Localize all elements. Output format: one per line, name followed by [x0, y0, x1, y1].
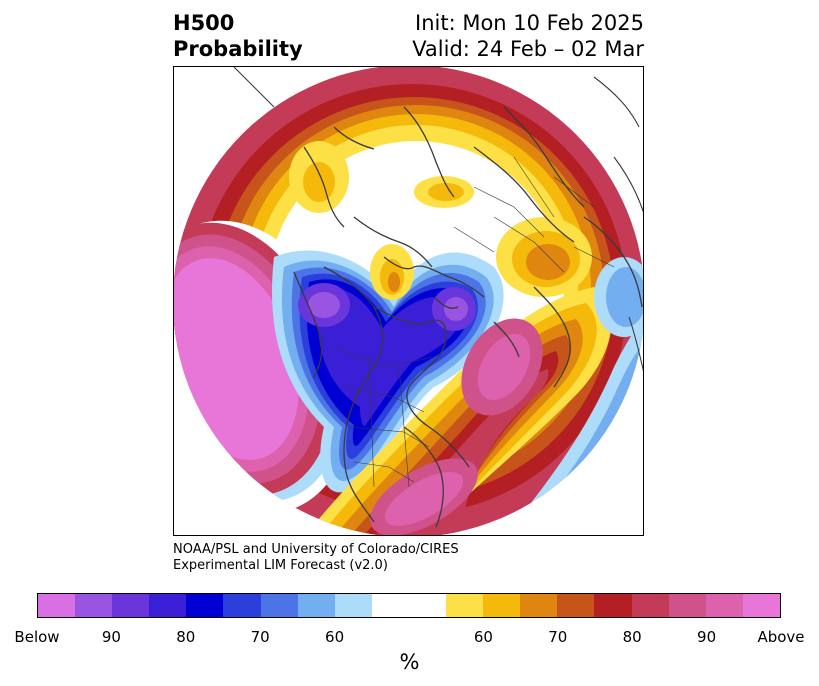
colorbar-tick-label: 80 — [622, 628, 642, 646]
colorbar-segment — [223, 594, 261, 617]
colorbar-tick-label: 70 — [548, 628, 568, 646]
colorbar-segment — [742, 594, 780, 617]
colorbar-tick-label: 70 — [250, 628, 270, 646]
colorbar-segment — [408, 594, 447, 617]
colorbar — [37, 593, 781, 618]
colorbar-segment — [297, 594, 335, 617]
colorbar-tick-label: 60 — [473, 628, 493, 646]
colorbar-tick-label: 60 — [325, 628, 345, 646]
colorbar-tick-label: Below — [14, 628, 60, 646]
colorbar-segment — [631, 594, 669, 617]
colorbar-segment — [520, 594, 558, 617]
title-left: H500 Probability — [173, 10, 303, 62]
credit-text: NOAA/PSL and University of Colorado/CIRE… — [173, 542, 459, 574]
political-borders — [333, 156, 615, 488]
title-right: Init: Mon 10 Feb 2025 Valid: 24 Feb – 02… — [412, 10, 644, 62]
colorbar-segment — [483, 594, 521, 617]
polar-map — [173, 66, 644, 536]
colorbar-segment — [371, 594, 409, 617]
colorbar-segment — [594, 594, 632, 617]
colorbar-segment — [557, 594, 595, 617]
map-canvas — [174, 67, 643, 535]
colorbar-tick-label: 90 — [101, 628, 121, 646]
init-date: Init: Mon 10 Feb 2025 — [415, 11, 644, 35]
title-product: Probability — [173, 37, 303, 61]
colorbar-segment — [260, 594, 298, 617]
colorbar-unit-label: % — [399, 650, 420, 674]
colorbar-segment — [334, 594, 372, 617]
colorbar-segment — [75, 594, 113, 617]
credit-line-2: Experimental LIM Forecast (v2.0) — [173, 558, 388, 573]
colorbar-segment — [668, 594, 706, 617]
region-north-america-below — [272, 244, 504, 493]
title-variable: H500 — [173, 11, 235, 35]
colorbar-segment — [38, 594, 76, 617]
credit-line-1: NOAA/PSL and University of Colorado/CIRE… — [173, 542, 459, 557]
valid-range: Valid: 24 Feb – 02 Mar — [412, 37, 644, 61]
outside-disc-coastlines — [233, 67, 643, 372]
colorbar-segment — [446, 594, 484, 617]
colorbar-tick-label: 80 — [176, 628, 196, 646]
colorbar-segment — [705, 594, 743, 617]
colorbar-segment — [112, 594, 150, 617]
colorbar-ticks: Below 90 80 70 60 60 70 80 90 Above — [0, 628, 819, 648]
colorbar-segment — [186, 594, 224, 617]
colorbar-segment — [149, 594, 187, 617]
coastlines — [293, 96, 643, 528]
colorbar-tick-label: 90 — [697, 628, 717, 646]
region-western-atlantic-above — [304, 287, 612, 535]
colorbar-tick-label: Above — [757, 628, 805, 646]
